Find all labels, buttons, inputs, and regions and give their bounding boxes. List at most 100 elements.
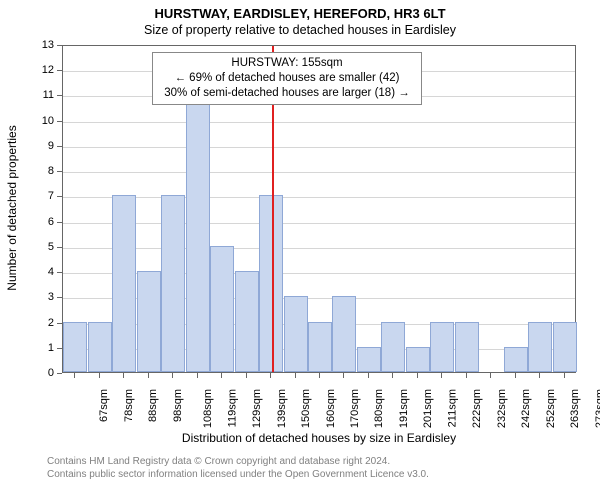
gridline (63, 172, 575, 173)
x-tick-label: 232sqm (496, 389, 508, 428)
x-tick-mark (466, 373, 467, 378)
x-tick-mark (123, 373, 124, 378)
y-tick-mark (57, 297, 62, 298)
y-tick-label: 10 (36, 115, 54, 127)
bar (455, 322, 479, 372)
x-tick-label: 201sqm (423, 389, 435, 428)
annotation-line-3: 30% of semi-detached houses are larger (… (160, 86, 414, 101)
bar (332, 296, 356, 372)
y-tick-label: 5 (36, 241, 54, 253)
x-tick-label: 88sqm (147, 389, 159, 422)
x-tick-label: 273sqm (594, 389, 600, 428)
y-tick-mark (57, 247, 62, 248)
y-tick-mark (57, 70, 62, 71)
gridline (63, 122, 575, 123)
bar (430, 322, 454, 372)
y-tick-label: 2 (36, 317, 54, 329)
y-tick-label: 4 (36, 266, 54, 278)
y-tick-label: 11 (36, 89, 54, 101)
x-tick-mark (148, 373, 149, 378)
annotation-line-1: HURSTWAY: 155sqm (160, 56, 414, 71)
x-tick-mark (246, 373, 247, 378)
x-tick-label: 180sqm (374, 389, 386, 428)
y-tick-label: 7 (36, 190, 54, 202)
x-tick-label: 129sqm (251, 389, 263, 428)
gridline (63, 197, 575, 198)
bar (406, 347, 430, 372)
chart-container: HURSTWAY, EARDISLEY, HEREFORD, HR3 6LT S… (0, 0, 600, 500)
chart-subtitle: Size of property relative to detached ho… (0, 21, 600, 37)
x-axis-label: Distribution of detached houses by size … (62, 431, 576, 445)
y-tick-label: 6 (36, 216, 54, 228)
x-tick-label: 150sqm (300, 389, 312, 428)
y-tick-label: 1 (36, 342, 54, 354)
x-tick-mark (172, 373, 173, 378)
x-tick-mark (319, 373, 320, 378)
x-tick-mark (74, 373, 75, 378)
x-tick-label: 211sqm (446, 389, 458, 427)
y-tick-label: 8 (36, 165, 54, 177)
x-tick-label: 263sqm (569, 389, 581, 428)
bar (381, 322, 405, 372)
bar (63, 322, 87, 372)
y-tick-mark (57, 323, 62, 324)
gridline (63, 248, 575, 249)
bar (137, 271, 161, 372)
bar (357, 347, 381, 372)
bar (235, 271, 259, 372)
x-tick-mark (417, 373, 418, 378)
footer-attribution: Contains HM Land Registry data © Crown c… (47, 455, 429, 481)
x-tick-mark (99, 373, 100, 378)
bar (112, 195, 136, 372)
footer-line-1: Contains HM Land Registry data © Crown c… (47, 455, 429, 468)
y-tick-mark (57, 121, 62, 122)
footer-line-2: Contains public sector information licen… (47, 468, 429, 481)
x-tick-label: 139sqm (276, 389, 288, 428)
x-tick-mark (515, 373, 516, 378)
y-tick-mark (57, 171, 62, 172)
x-tick-label: 242sqm (520, 389, 532, 428)
x-tick-label: 67sqm (98, 389, 110, 422)
bar (504, 347, 528, 372)
x-tick-label: 252sqm (545, 389, 557, 428)
y-tick-label: 3 (36, 291, 54, 303)
bar (308, 322, 332, 372)
bar (528, 322, 552, 372)
x-tick-label: 170sqm (349, 389, 361, 428)
y-tick-mark (57, 95, 62, 96)
y-tick-mark (57, 45, 62, 46)
x-tick-label: 108sqm (202, 389, 214, 428)
chart-title: HURSTWAY, EARDISLEY, HEREFORD, HR3 6LT (0, 0, 600, 21)
bar (210, 246, 234, 372)
bar (284, 296, 308, 372)
y-tick-mark (57, 146, 62, 147)
y-tick-mark (57, 222, 62, 223)
bar (553, 322, 577, 372)
x-tick-label: 160sqm (325, 389, 337, 428)
y-tick-mark (57, 196, 62, 197)
x-tick-mark (197, 373, 198, 378)
y-tick-mark (57, 348, 62, 349)
x-tick-mark (221, 373, 222, 378)
x-tick-mark (392, 373, 393, 378)
y-tick-label: 13 (36, 39, 54, 51)
bar (186, 94, 210, 372)
x-tick-label: 191sqm (398, 389, 410, 428)
x-tick-mark (295, 373, 296, 378)
bar (259, 195, 283, 372)
annotation-line-2: ← 69% of detached houses are smaller (42… (160, 71, 414, 86)
x-tick-mark (270, 373, 271, 378)
x-tick-mark (368, 373, 369, 378)
x-tick-mark (441, 373, 442, 378)
bar (161, 195, 185, 372)
y-tick-mark (57, 373, 62, 374)
x-tick-label: 78sqm (123, 389, 135, 422)
y-tick-label: 9 (36, 140, 54, 152)
gridline (63, 223, 575, 224)
x-tick-mark (490, 373, 491, 378)
x-tick-mark (564, 373, 565, 378)
x-tick-mark (343, 373, 344, 378)
x-tick-label: 222sqm (472, 389, 484, 428)
y-tick-label: 12 (36, 64, 54, 76)
gridline (63, 147, 575, 148)
